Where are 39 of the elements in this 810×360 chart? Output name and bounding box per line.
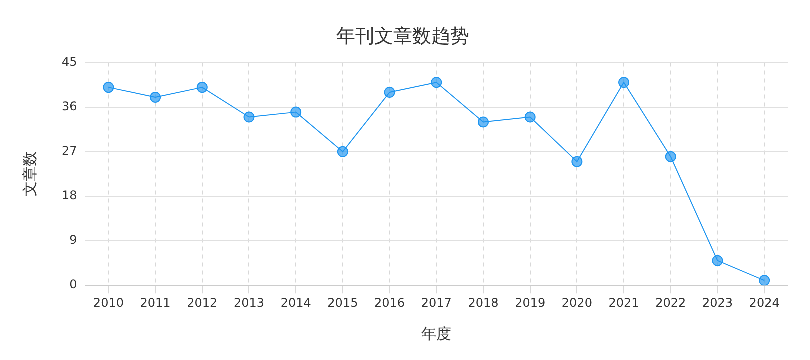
x-tick-label: 2022 <box>656 296 686 310</box>
point <box>384 87 396 98</box>
point <box>244 112 255 123</box>
x-tick-label: 2018 <box>468 296 499 310</box>
chart-title: 年刊文章数趋势 <box>336 25 470 48</box>
y-tick-label: 18 <box>62 188 78 203</box>
y-tick-label: 0 <box>70 278 78 292</box>
y-tick-label: 45 <box>62 54 78 69</box>
point <box>103 82 114 94</box>
x-tick-label: 2016 <box>374 296 406 310</box>
x-tick-label: 2021 <box>608 296 640 310</box>
point <box>196 82 208 94</box>
x-tick-label: 2011 <box>140 296 171 310</box>
y-axis-title: 文章数 <box>20 152 39 197</box>
x-tick-label: 2024 <box>749 296 780 310</box>
x-tick-label: 2020 <box>562 296 592 310</box>
point <box>337 146 348 158</box>
y-tick-label: 36 <box>62 99 78 114</box>
x-tick-label: 2013 <box>234 296 265 310</box>
point <box>290 106 302 118</box>
point <box>759 275 770 286</box>
point <box>712 255 724 266</box>
point <box>665 151 676 162</box>
point <box>524 112 536 123</box>
point <box>150 92 162 103</box>
x-tick-label: 2023 <box>702 296 733 310</box>
point <box>478 116 489 128</box>
y-tick-label: 27 <box>62 144 78 158</box>
y-tick-label: 9 <box>70 233 78 248</box>
point <box>431 77 442 88</box>
x-axis-title: 年度 <box>422 324 452 343</box>
x-tick-label: 2017 <box>421 296 452 310</box>
x-tick-label: 2012 <box>187 296 218 310</box>
point <box>618 77 630 88</box>
x-tick-label: 2014 <box>280 296 312 310</box>
x-tick-label: 2010 <box>93 296 124 310</box>
x-tick-label: 2015 <box>328 296 358 310</box>
x-tick-label: 2019 <box>515 296 546 310</box>
point <box>572 156 583 168</box>
